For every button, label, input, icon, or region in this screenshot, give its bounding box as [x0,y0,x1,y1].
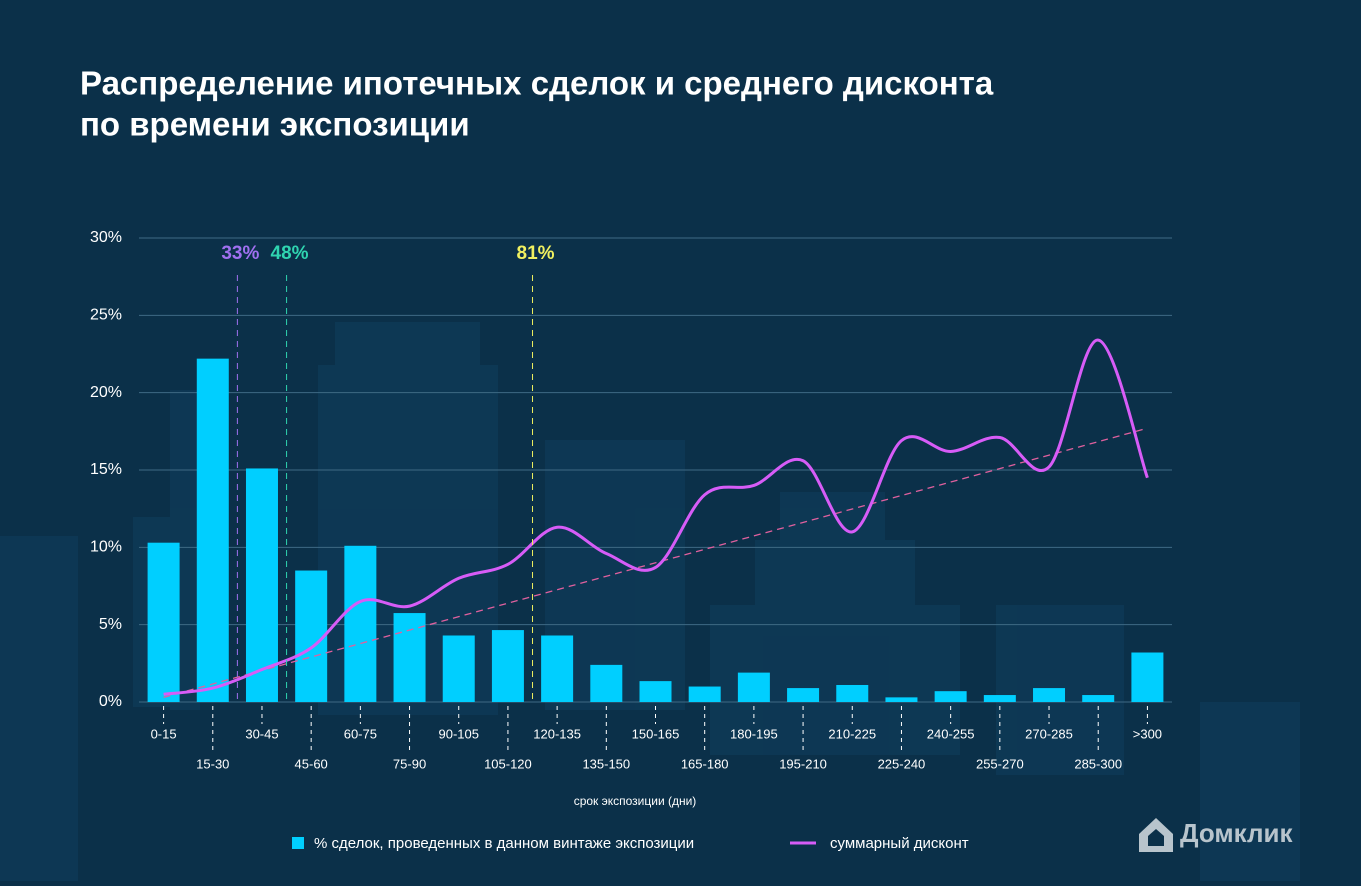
legend-label: суммарный дисконт [830,835,969,852]
x-tick-label: 270-285 [1025,726,1073,741]
bar [934,691,967,702]
x-tick-label: 285-300 [1074,756,1122,771]
bar [491,630,524,702]
x-tick-label: 120-135 [533,726,581,741]
trend-line [163,427,1148,698]
x-axis-title: срок экспозиции (дни) [574,794,697,808]
marker-label: 33% [221,243,259,264]
bar [245,468,278,702]
bar [1033,688,1066,702]
brand: Домклик [1180,818,1293,848]
x-tick-label: 45-60 [295,756,328,771]
bar [836,684,869,702]
bar [590,664,623,702]
legend-label: % сделок, проведенных в данном винтаже э… [314,835,694,852]
bar [1131,652,1164,702]
bar [688,686,721,702]
y-tick-label: 10% [90,539,122,556]
y-tick-label: 30% [90,229,122,246]
x-tick-label: 135-150 [582,756,630,771]
x-tick-label: 15-30 [196,756,229,771]
bar [196,358,229,702]
x-tick-label: 225-240 [878,756,926,771]
x-tick-label: >300 [1133,726,1162,741]
x-tick-label: 150-165 [632,726,680,741]
marker-label: 48% [271,243,309,264]
legend: % сделок, проведенных в данном винтаже э… [292,835,969,852]
x-tick-label: 105-120 [484,756,532,771]
y-tick-label: 0% [99,693,122,710]
bar [541,635,574,702]
x-tick-label: 90-105 [438,726,478,741]
bar [344,545,377,702]
y-tick-label: 25% [90,307,122,324]
bar [885,697,918,702]
x-tick-label: 195-210 [779,756,827,771]
x-tick-label: 240-255 [927,726,975,741]
x-tick-label: 210-225 [828,726,876,741]
bar [787,688,820,702]
x-tick-label: 180-195 [730,726,778,741]
x-tick-label: 165-180 [681,756,729,771]
bar [737,672,770,702]
y-tick-label: 20% [90,384,122,401]
bar [1082,695,1115,702]
bar [393,613,426,702]
y-tick-label: 5% [99,616,122,633]
y-tick-label: 15% [90,461,122,478]
x-tick-label: 60-75 [344,726,377,741]
chart-title: Распределение ипотечных сделок и среднег… [80,65,994,102]
marker-label: 81% [517,243,555,264]
x-tick-label: 30-45 [245,726,278,741]
x-tick-label: 0-15 [151,726,177,741]
x-tick-label: 255-270 [976,756,1024,771]
logo: Домклик [1139,818,1293,852]
chart-title: по времени экспозиции [80,106,470,143]
bar [983,695,1016,702]
bar [442,635,475,702]
bar [639,681,672,702]
bar [147,542,180,702]
line [163,338,1149,696]
legend-swatch [292,837,304,849]
x-tick-label: 75-90 [393,756,426,771]
